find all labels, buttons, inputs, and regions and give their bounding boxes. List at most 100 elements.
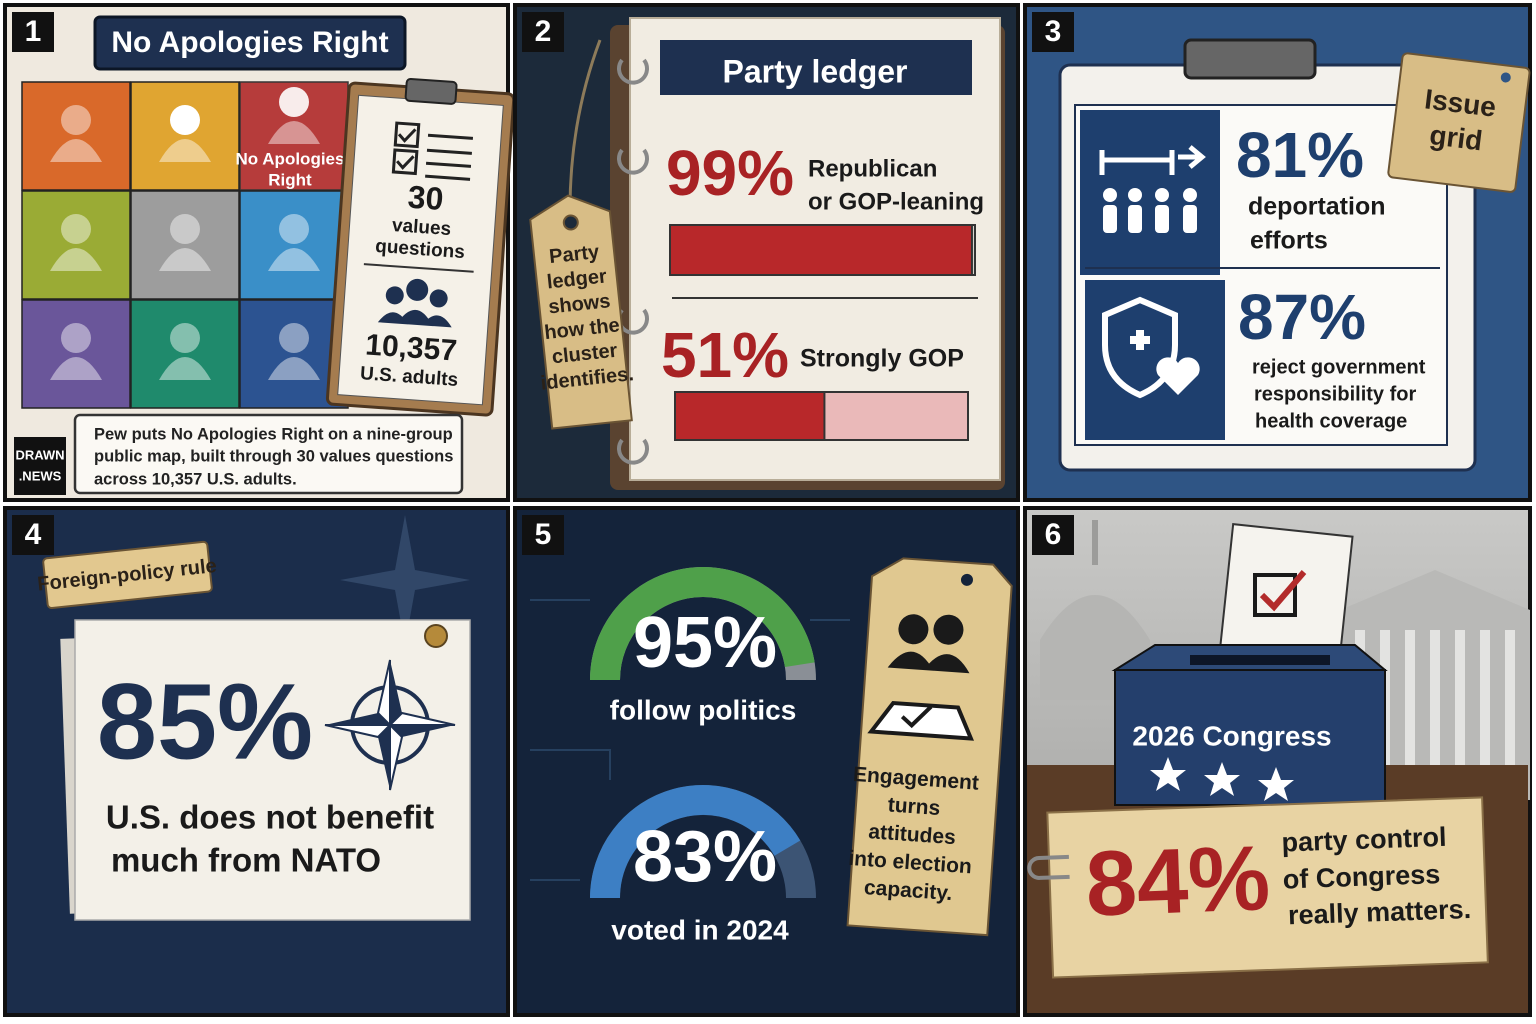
decoration [1253, 573, 1297, 617]
decoration [1387, 52, 1531, 193]
gauge-percent: 95% [633, 603, 777, 683]
stat-percent: 81% [1236, 119, 1364, 191]
decoration [529, 194, 633, 430]
decoration [887, 651, 970, 674]
decoration [568, 39, 602, 211]
caption: Pew puts No Apologies Right on a nine-gr… [94, 425, 453, 443]
person-icon [159, 139, 211, 162]
decoration [1032, 12, 1074, 52]
stat-text: Republican [808, 155, 937, 182]
decoration [933, 614, 964, 645]
decoration [404, 77, 458, 105]
decoration [1103, 205, 1117, 233]
stat-text: Strongly GOP [800, 345, 964, 373]
stat-percent: 85% [97, 661, 313, 782]
decoration [385, 286, 404, 305]
grid-label: Right [268, 170, 312, 189]
group-cell [21, 299, 131, 409]
group-cell [130, 81, 240, 191]
group: Issue grid [1387, 52, 1531, 193]
stat-percent: 99% [666, 137, 794, 209]
decoration [324, 659, 456, 791]
logo: DRAWN [15, 447, 64, 462]
tag-text: grid [1428, 119, 1484, 156]
stat-text: responsibility for [1254, 383, 1416, 405]
person-icon [268, 121, 320, 144]
caption: public map, built through 30 values ques… [94, 447, 453, 465]
group: Engagement turns attitudes into election… [846, 557, 1013, 937]
decoration [660, 40, 972, 95]
caption: across 10,357 U.S. adults. [94, 470, 297, 488]
stat-text: deportation [1248, 193, 1386, 221]
panel-4: 4 Foreign-policy rule 85% U.S. does not … [3, 506, 510, 1017]
person-icon [50, 139, 102, 162]
decoration [406, 278, 429, 301]
stat-text: of Congress [1282, 859, 1440, 894]
decoration [867, 700, 975, 741]
decoration [424, 624, 448, 648]
grid-label: No Apologies [236, 149, 345, 168]
stat-text: much from NATO [111, 842, 381, 879]
decoration [522, 12, 564, 52]
stat-percent: 87% [1238, 281, 1366, 353]
person-icon [279, 87, 309, 117]
stat-text: U.S. does not benefit [106, 799, 434, 836]
person-icon [170, 105, 200, 135]
decoration [1259, 570, 1307, 612]
stat-percent: 51% [661, 319, 789, 391]
decoration [1155, 205, 1169, 233]
decoration [396, 128, 417, 170]
group: 84% party control of Congress really mat… [1027, 796, 1489, 979]
logo: .NEWS [19, 468, 62, 483]
stat-text: or GOP-leaning [808, 188, 984, 215]
decoration [363, 263, 474, 273]
panel-1: 1 No Apologies Right No Apologies Right … [3, 3, 516, 502]
gauge [590, 785, 801, 899]
decoration [1102, 296, 1178, 399]
nato-star [324, 659, 456, 791]
panel-number: 3 [1045, 15, 1062, 48]
panel-3: 3 81% deportation efforts 87% reject gov… [1023, 3, 1532, 502]
decoration [1183, 38, 1317, 80]
decoration [1183, 205, 1197, 233]
decoration [1128, 205, 1142, 233]
clipboard-count: 10,357 [364, 328, 458, 367]
decoration [1128, 188, 1142, 202]
decoration [1099, 145, 1206, 175]
person-icon [170, 323, 200, 353]
stat-text: party control [1281, 822, 1447, 858]
panel-6: 6 2026 Congress 84% party control of Con… [1023, 506, 1532, 1017]
stat-text: efforts [1250, 227, 1328, 255]
group [21, 81, 349, 409]
person-icon [170, 214, 200, 244]
person-icon [159, 248, 211, 271]
group: Party ledger shows how the cluster ident… [529, 194, 635, 430]
person-icon [279, 214, 309, 244]
bar [669, 224, 973, 276]
decoration [562, 214, 579, 231]
group: Foreign-policy rule [36, 540, 218, 610]
group-cell [21, 190, 131, 300]
group: 30 values questions 10,357 U.S. adults [325, 77, 516, 417]
gauge-text: follow politics [610, 694, 797, 725]
decoration [74, 619, 471, 921]
decoration [12, 12, 54, 52]
decoration [42, 540, 213, 610]
decoration [1103, 188, 1117, 202]
person-icon [61, 105, 91, 135]
gauge-text: voted in 2024 [611, 914, 789, 945]
decoration [846, 557, 1013, 937]
panel-title: Party ledger [723, 53, 908, 89]
decoration [1092, 520, 1098, 565]
person-icon [159, 357, 211, 380]
decoration [1190, 655, 1330, 665]
decoration [425, 133, 474, 181]
decoration [1155, 188, 1169, 202]
person-icon [61, 214, 91, 244]
decoration [1500, 72, 1511, 83]
clipboard-count: 30 [407, 179, 445, 217]
decoration [12, 515, 54, 555]
